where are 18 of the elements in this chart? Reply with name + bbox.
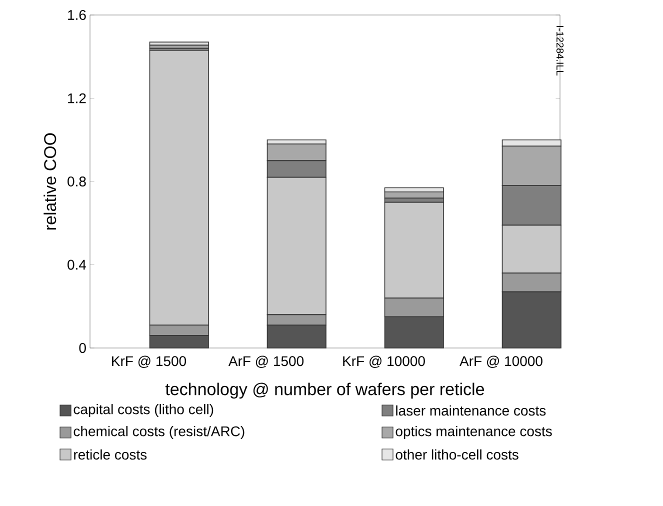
legend-label: optics maintenance costs xyxy=(396,426,552,440)
x-tick-label: KrF @ 10000 xyxy=(343,356,425,368)
legend-label: chemical costs (resist/ARC) xyxy=(74,426,244,440)
legend-label: other litho-cell costs xyxy=(396,449,518,460)
legend-label: capital costs (litho cell) xyxy=(74,404,214,418)
x-tick-label: KrF @ 1500 xyxy=(112,356,186,368)
x-tick-label: ArF @ 10000 xyxy=(460,356,542,368)
y-tick-label: 0.8 xyxy=(68,176,86,186)
x-axis-title: technology @ number of wafers per reticle xyxy=(165,382,484,399)
legend-label: reticle costs xyxy=(74,449,147,460)
annotation: I-12284.ILL xyxy=(556,26,564,76)
legend-label: laser maintenance costs xyxy=(396,405,546,416)
y-tick-label: 1.2 xyxy=(68,93,86,104)
y-axis-title: relative COO xyxy=(44,133,56,230)
x-tick-label: ArF @ 1500 xyxy=(228,356,304,368)
y-tick-label: 0 xyxy=(79,343,86,353)
y-tick-label: 0.4 xyxy=(68,260,86,270)
y-tick-label: 1.6 xyxy=(68,10,86,20)
